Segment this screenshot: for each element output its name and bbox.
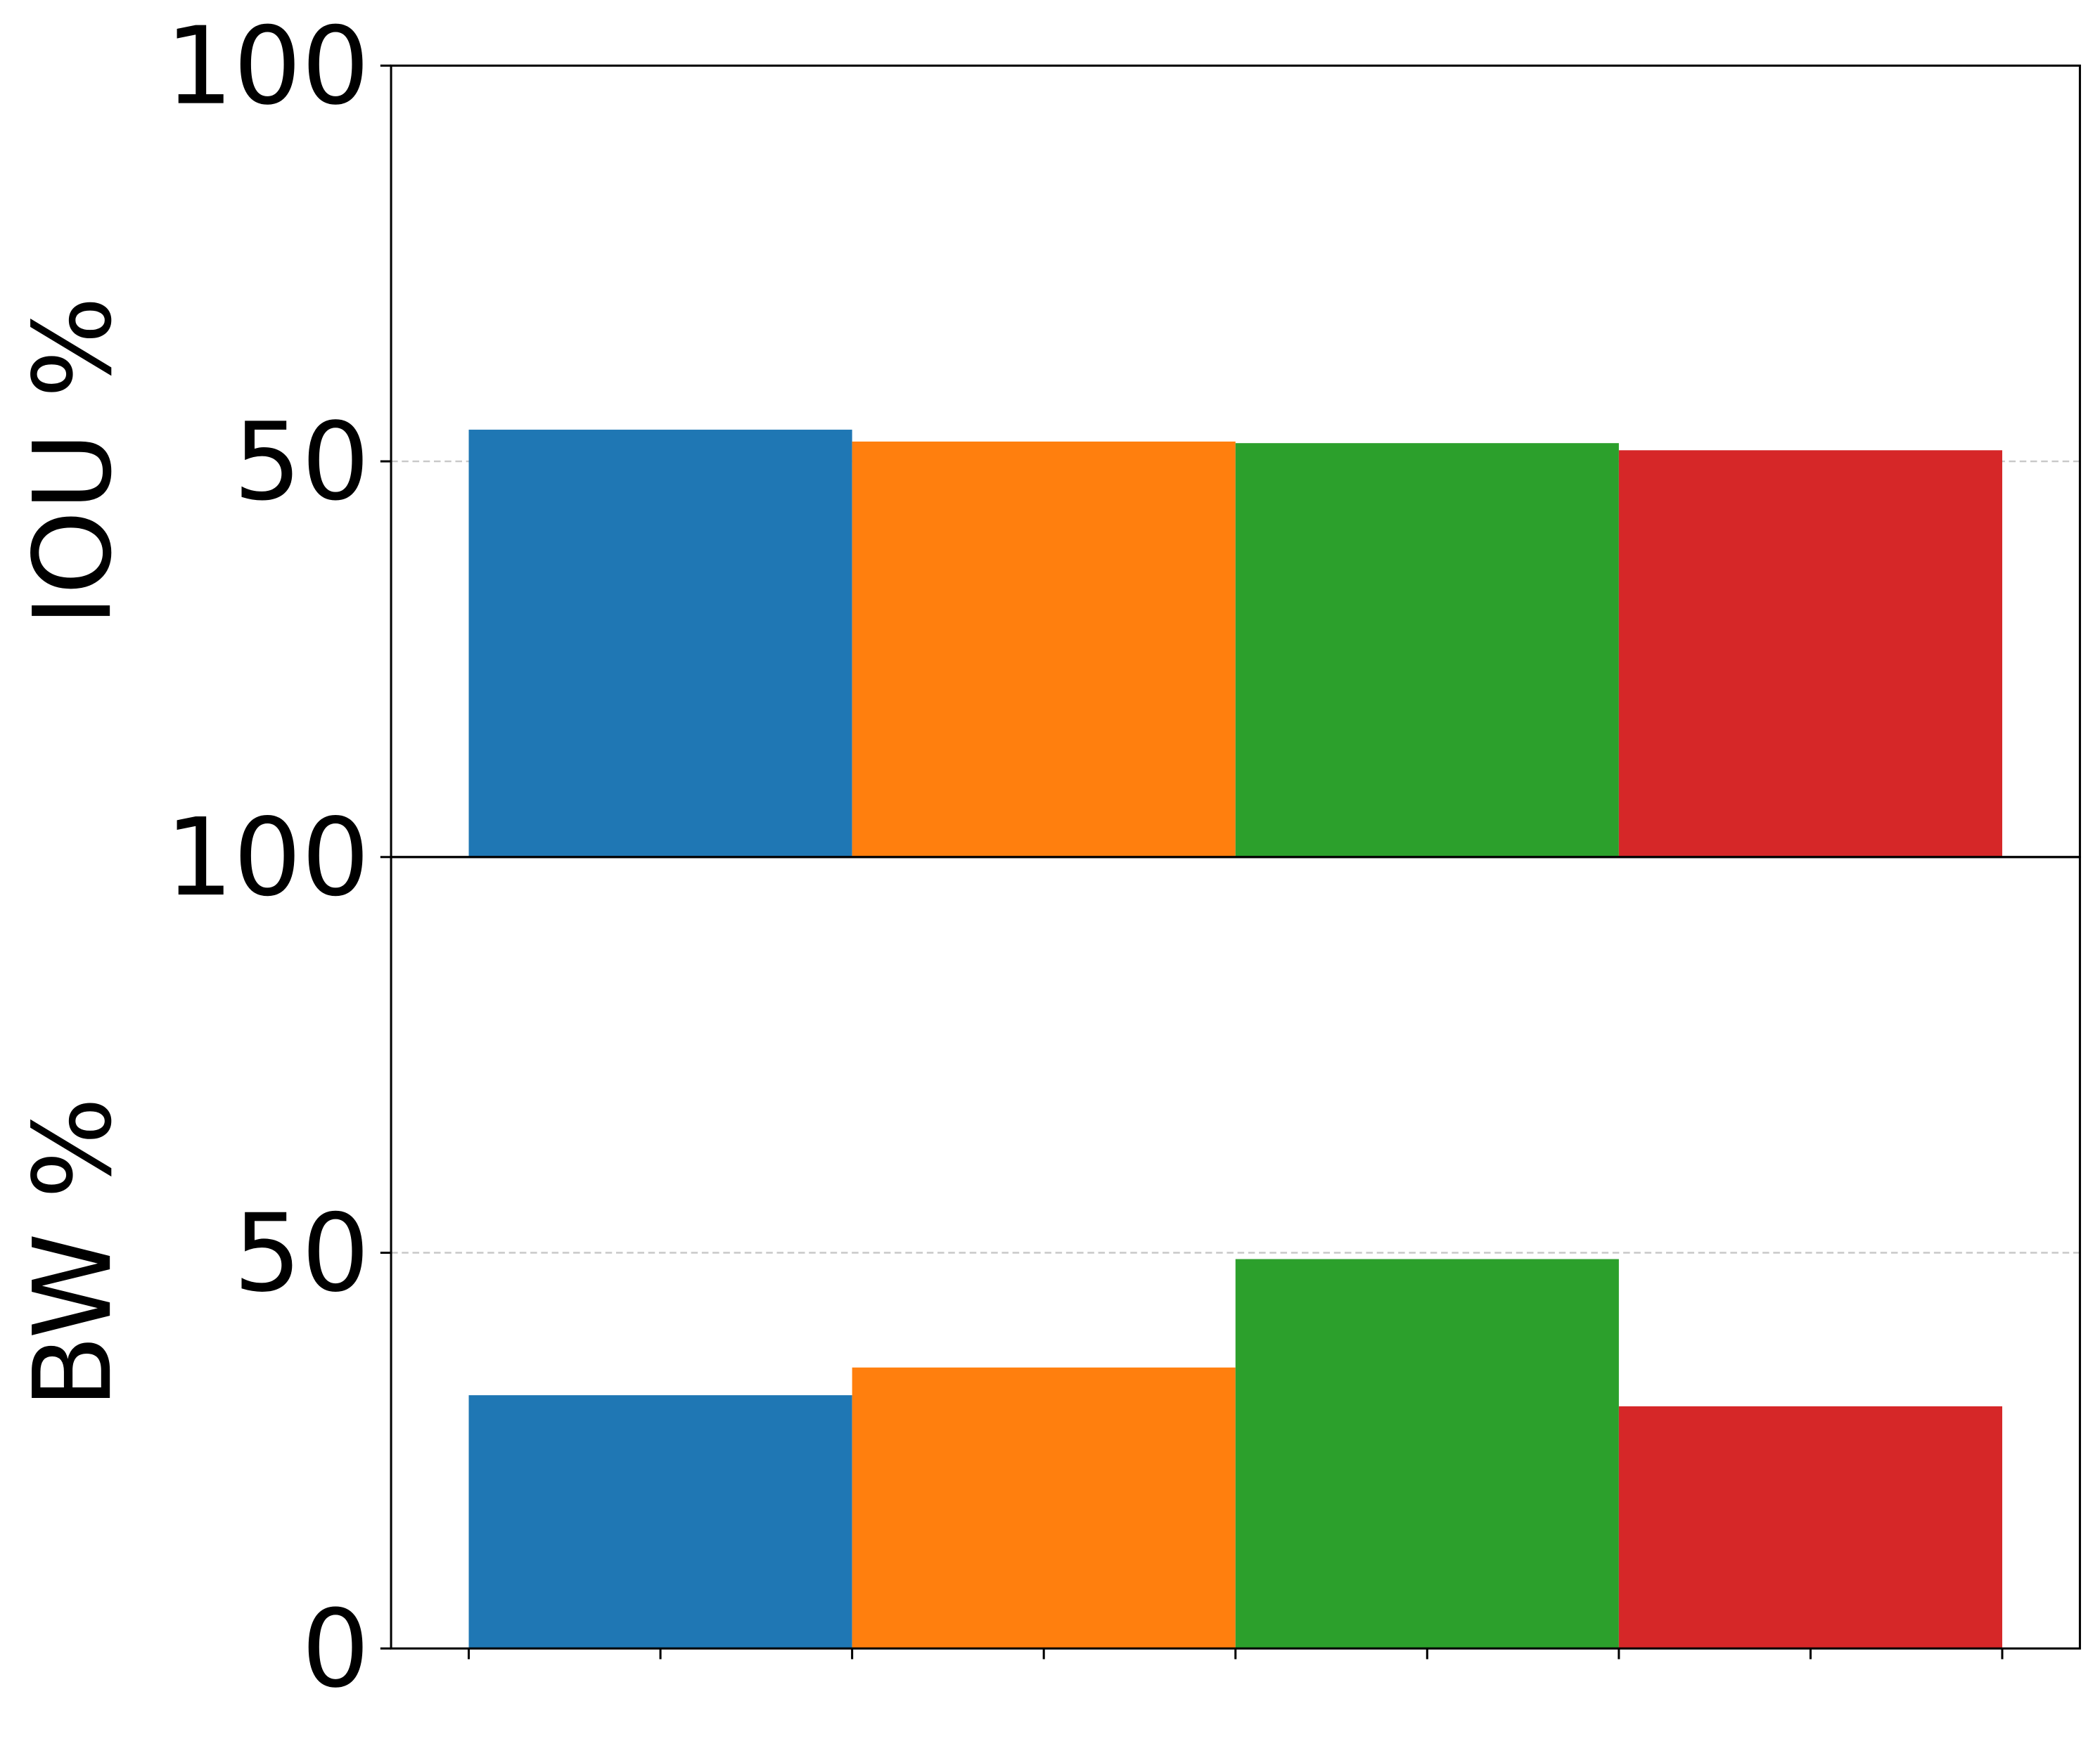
bar <box>1235 1259 1619 1649</box>
bar <box>468 1395 852 1649</box>
bar <box>1235 443 1619 857</box>
y-tick-label: 50 <box>233 399 370 524</box>
bar <box>1618 1406 2002 1649</box>
y-axis-label: IOU % <box>11 296 135 626</box>
y-axis-label: BW % <box>11 1097 135 1408</box>
y-tick-label: 100 <box>165 795 370 920</box>
y-tick-label: 100 <box>165 4 370 129</box>
bar <box>468 430 852 857</box>
y-tick-label: 0 <box>302 1587 370 1712</box>
bar <box>1618 450 2002 857</box>
bar <box>852 441 1236 857</box>
y-tick-label: 50 <box>233 1191 370 1316</box>
bar <box>852 1367 1236 1649</box>
